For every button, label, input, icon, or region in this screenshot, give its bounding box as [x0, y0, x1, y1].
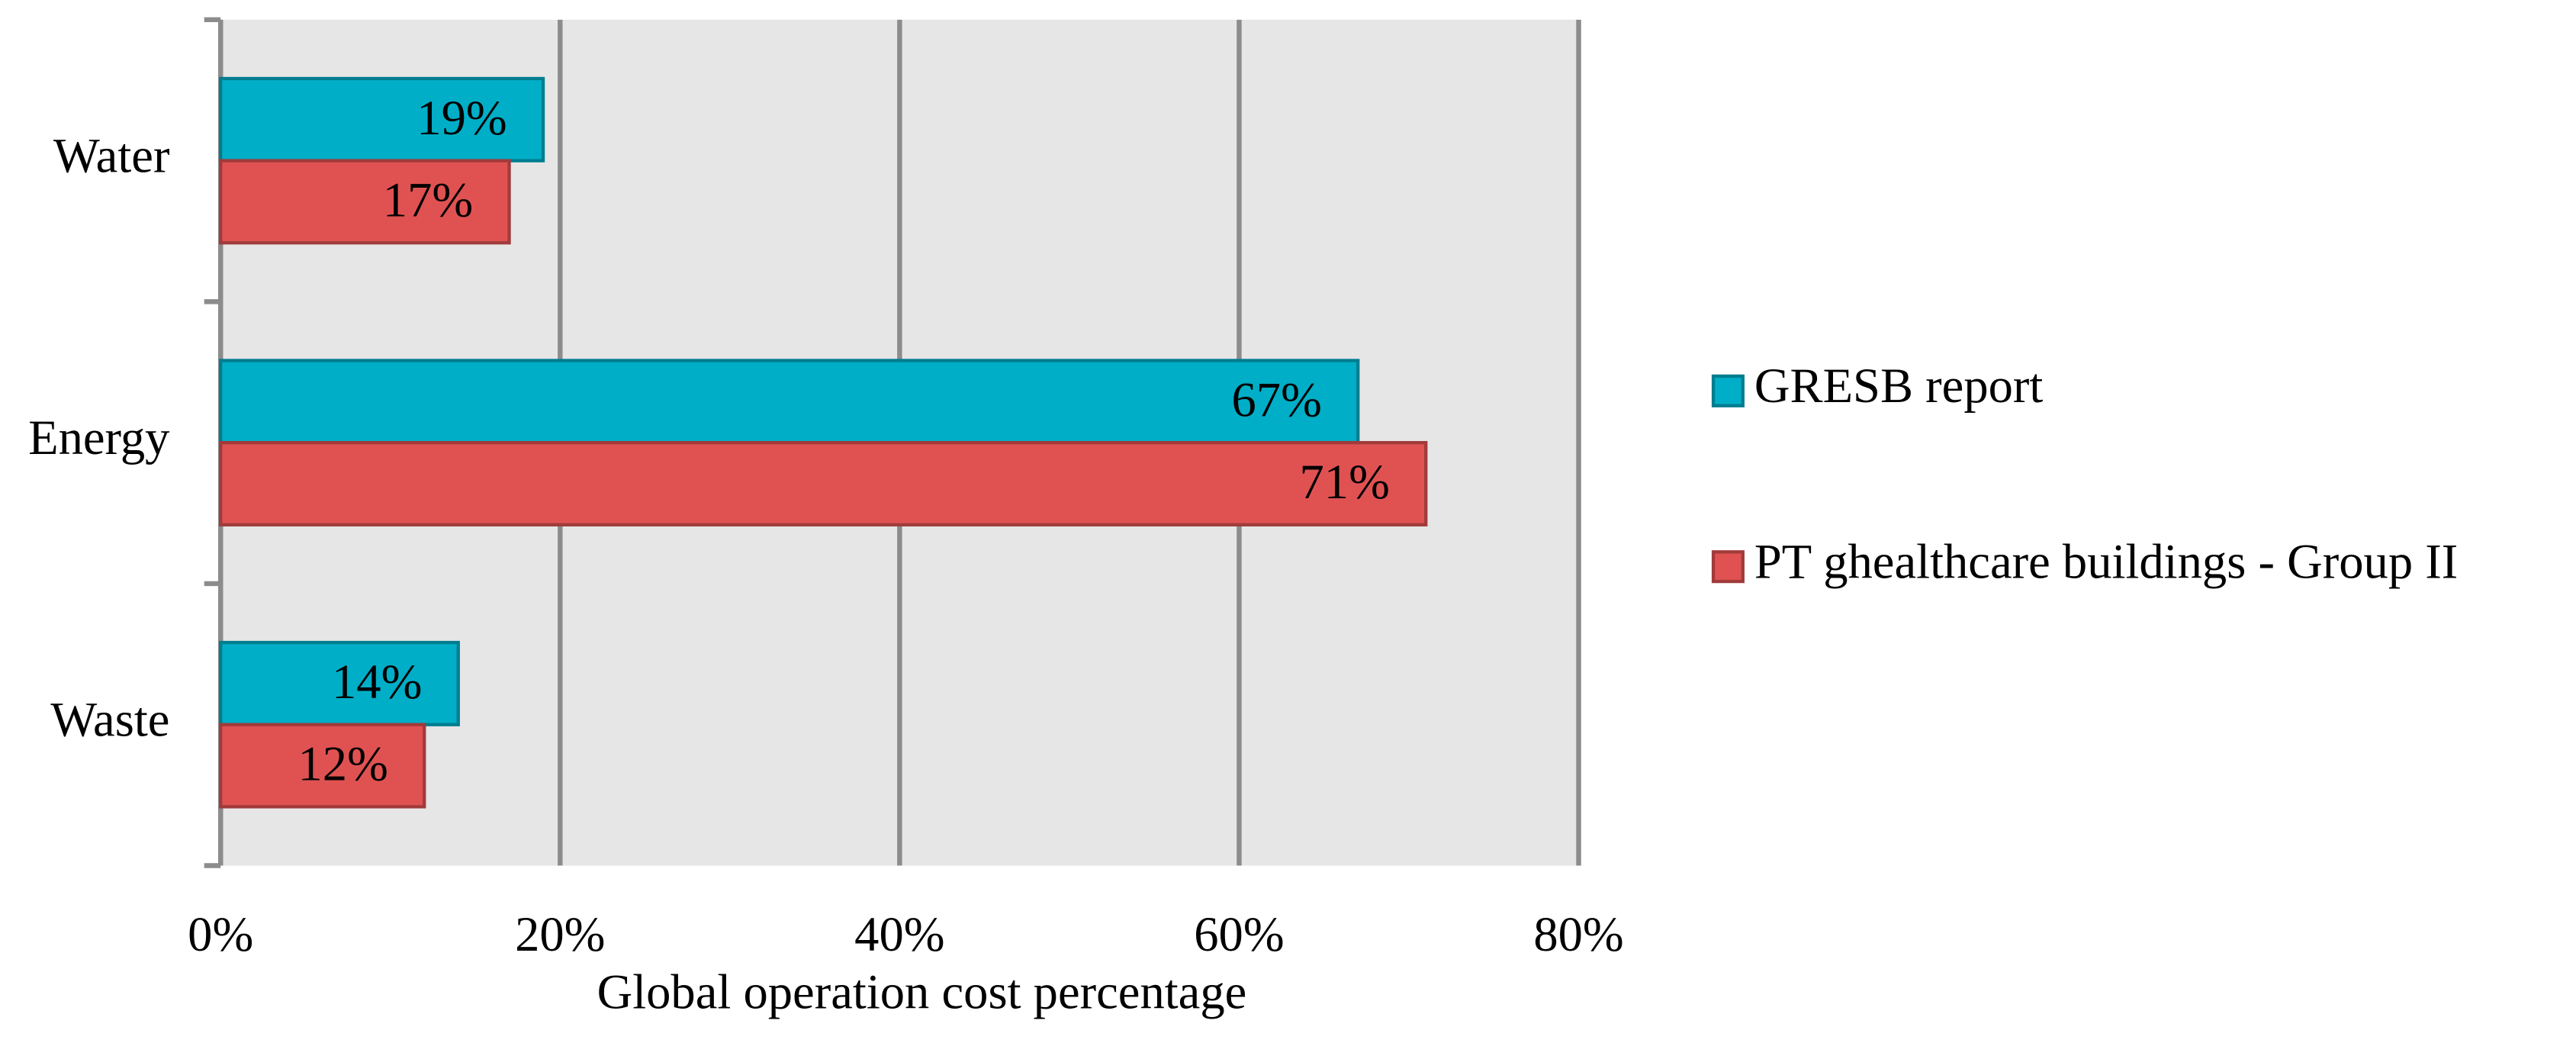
x-tick-label: 80% [1533, 906, 1623, 961]
x-tick-label: 40% [854, 906, 944, 961]
bar [219, 359, 1360, 445]
y-tick-label: Waste [50, 692, 169, 747]
x-tick-label: 0% [188, 906, 253, 961]
bar [219, 723, 426, 809]
bar [219, 640, 460, 726]
value-label: 19% [416, 90, 507, 145]
legend-label: GRESB report [1754, 358, 2044, 413]
bar [219, 159, 511, 245]
x-axis-title: Global operation cost percentage [597, 964, 1247, 1019]
value-label: 71% [1300, 454, 1390, 509]
bar [219, 76, 545, 163]
value-label: 14% [332, 654, 422, 709]
x-tick-label: 20% [515, 906, 605, 961]
value-label: 12% [298, 736, 388, 791]
bar [219, 441, 1428, 526]
legend-swatch [1711, 374, 1745, 407]
value-label: 67% [1231, 372, 1321, 427]
legend-swatch [1711, 550, 1745, 584]
value-label: 17% [383, 172, 473, 227]
y-tick-label: Water [53, 127, 170, 182]
legend-label: PT ghealthcare buildings - Group II [1754, 534, 2458, 589]
x-tick-label: 60% [1194, 906, 1284, 961]
y-tick-label: Energy [28, 410, 170, 465]
